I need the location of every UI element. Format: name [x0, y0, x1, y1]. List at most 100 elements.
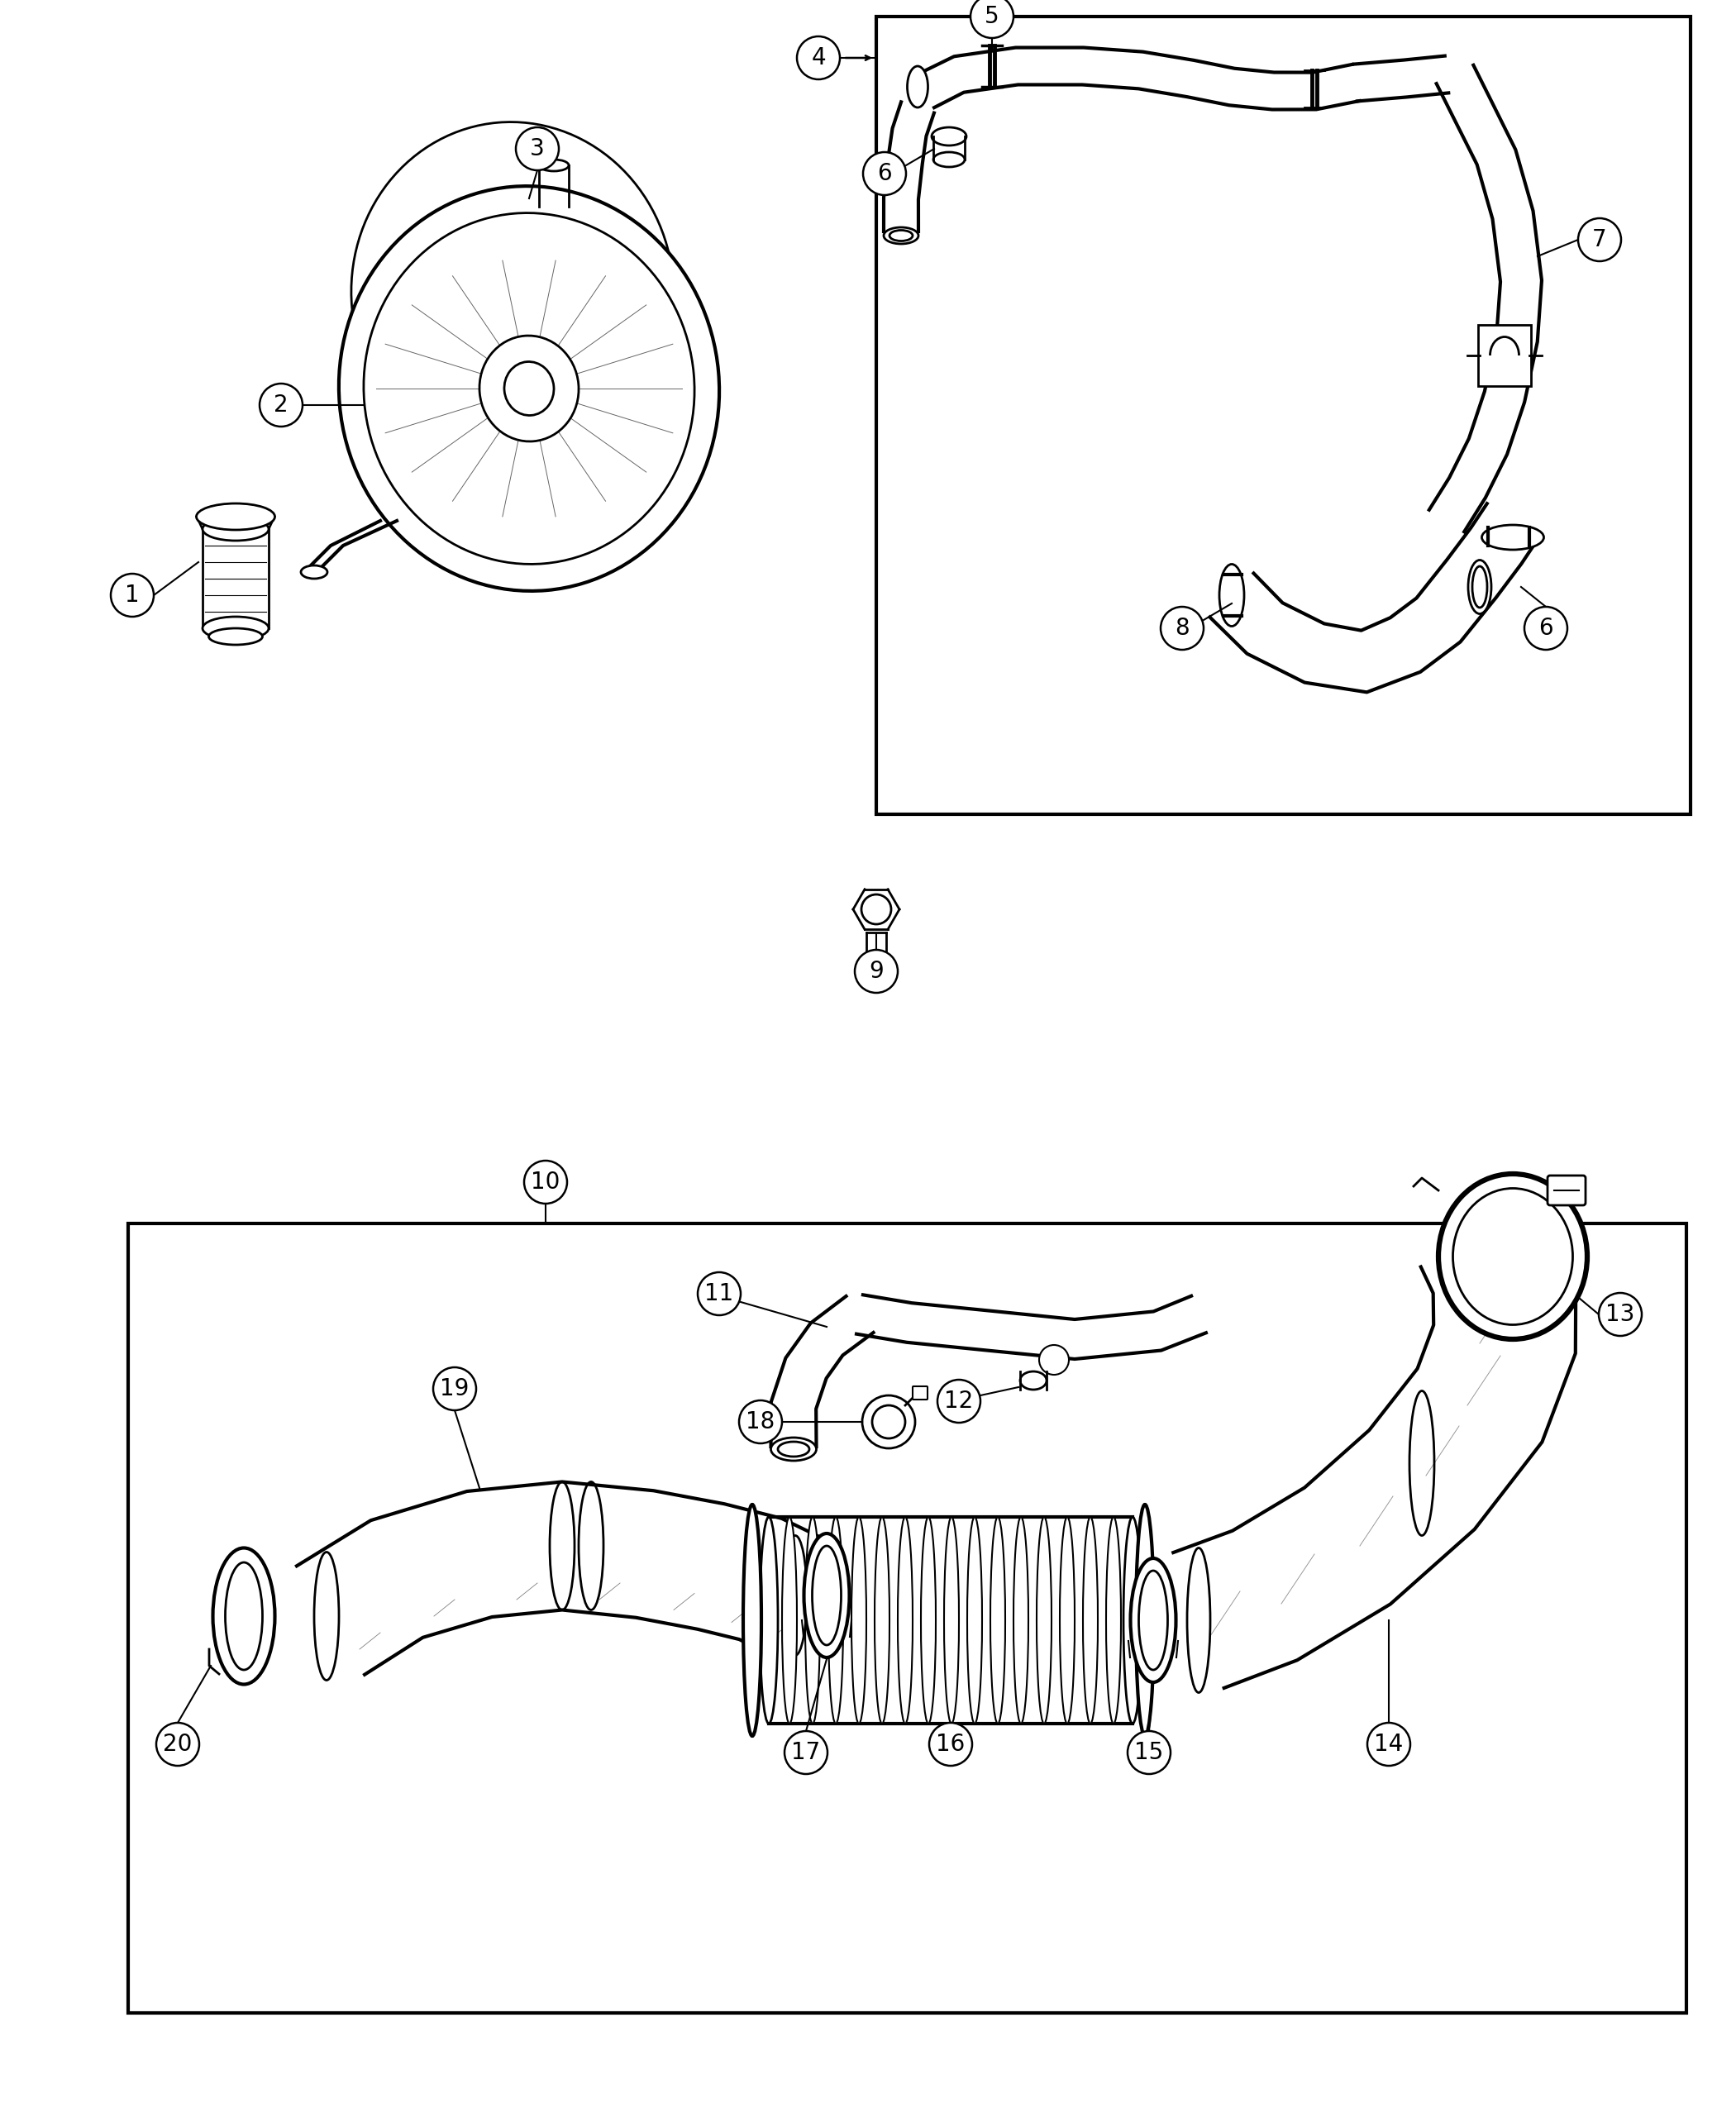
- Ellipse shape: [990, 1518, 1005, 1724]
- Ellipse shape: [1187, 1547, 1210, 1693]
- Text: 7: 7: [1592, 228, 1608, 251]
- Circle shape: [1578, 219, 1621, 261]
- Text: 12: 12: [944, 1389, 974, 1412]
- Text: 9: 9: [870, 959, 884, 982]
- Circle shape: [854, 951, 898, 993]
- Circle shape: [1161, 607, 1203, 649]
- Circle shape: [797, 36, 840, 80]
- Ellipse shape: [781, 1518, 797, 1724]
- Ellipse shape: [226, 1562, 262, 1670]
- Circle shape: [1128, 1731, 1170, 1775]
- Circle shape: [516, 126, 559, 171]
- Circle shape: [434, 1368, 476, 1410]
- Text: 20: 20: [163, 1733, 193, 1756]
- Circle shape: [740, 1400, 781, 1444]
- FancyBboxPatch shape: [1547, 1176, 1585, 1206]
- Ellipse shape: [196, 504, 274, 529]
- Ellipse shape: [300, 565, 328, 580]
- Circle shape: [1040, 1345, 1069, 1374]
- Ellipse shape: [1106, 1518, 1121, 1724]
- Ellipse shape: [932, 126, 967, 145]
- Circle shape: [156, 1722, 200, 1767]
- Ellipse shape: [479, 335, 578, 441]
- Ellipse shape: [1453, 1189, 1573, 1324]
- Ellipse shape: [1439, 1174, 1587, 1339]
- Ellipse shape: [920, 1518, 936, 1724]
- Text: 1: 1: [125, 584, 139, 607]
- Ellipse shape: [804, 1533, 849, 1657]
- Text: 16: 16: [936, 1733, 965, 1756]
- Ellipse shape: [363, 213, 694, 565]
- Ellipse shape: [1219, 565, 1245, 626]
- Text: 8: 8: [1175, 618, 1189, 641]
- Ellipse shape: [1483, 525, 1543, 550]
- Text: 2: 2: [274, 394, 288, 417]
- Ellipse shape: [778, 1442, 809, 1457]
- Ellipse shape: [503, 363, 554, 415]
- Ellipse shape: [812, 1545, 842, 1644]
- FancyBboxPatch shape: [1477, 325, 1531, 386]
- Text: 19: 19: [439, 1377, 469, 1400]
- Circle shape: [929, 1722, 972, 1767]
- Ellipse shape: [760, 1518, 778, 1724]
- Text: 3: 3: [529, 137, 545, 160]
- Circle shape: [1524, 607, 1568, 649]
- Ellipse shape: [203, 516, 269, 540]
- Ellipse shape: [851, 1518, 866, 1724]
- Bar: [128, 1223, 1686, 2013]
- Circle shape: [698, 1273, 741, 1315]
- Ellipse shape: [743, 1505, 762, 1737]
- Ellipse shape: [884, 228, 918, 245]
- Circle shape: [970, 0, 1014, 38]
- Circle shape: [871, 1406, 904, 1438]
- Ellipse shape: [1139, 1570, 1168, 1670]
- Ellipse shape: [889, 230, 913, 240]
- Ellipse shape: [214, 1547, 274, 1684]
- Text: 11: 11: [705, 1282, 734, 1305]
- Ellipse shape: [944, 1518, 958, 1724]
- Text: 18: 18: [746, 1410, 774, 1433]
- Circle shape: [524, 1162, 568, 1204]
- Text: 13: 13: [1606, 1303, 1635, 1326]
- Ellipse shape: [1472, 567, 1488, 607]
- Ellipse shape: [934, 152, 965, 167]
- Ellipse shape: [203, 618, 269, 641]
- Text: 6: 6: [1538, 618, 1554, 641]
- Text: 17: 17: [792, 1741, 821, 1764]
- Ellipse shape: [898, 1518, 913, 1724]
- Circle shape: [1368, 1722, 1410, 1767]
- Text: 5: 5: [984, 4, 1000, 27]
- Circle shape: [111, 573, 155, 618]
- Ellipse shape: [208, 628, 262, 645]
- Circle shape: [1599, 1292, 1642, 1336]
- Ellipse shape: [967, 1518, 983, 1724]
- Ellipse shape: [1014, 1518, 1028, 1724]
- Ellipse shape: [314, 1551, 339, 1680]
- Ellipse shape: [908, 65, 929, 108]
- Text: 15: 15: [1135, 1741, 1163, 1764]
- Ellipse shape: [875, 1518, 889, 1724]
- Circle shape: [785, 1731, 828, 1775]
- Ellipse shape: [538, 160, 569, 171]
- Ellipse shape: [351, 122, 674, 466]
- Circle shape: [937, 1381, 981, 1423]
- Circle shape: [863, 1395, 915, 1448]
- Ellipse shape: [806, 1518, 819, 1724]
- Ellipse shape: [1036, 1518, 1052, 1724]
- Ellipse shape: [1135, 1505, 1154, 1737]
- Bar: [877, 17, 1691, 814]
- Ellipse shape: [828, 1518, 844, 1724]
- Ellipse shape: [1469, 561, 1491, 613]
- Text: 6: 6: [877, 162, 892, 186]
- Ellipse shape: [1123, 1518, 1142, 1724]
- Ellipse shape: [771, 1438, 816, 1461]
- Ellipse shape: [1130, 1558, 1175, 1682]
- Circle shape: [861, 894, 891, 923]
- Ellipse shape: [1021, 1372, 1047, 1389]
- Text: 10: 10: [531, 1170, 561, 1193]
- Ellipse shape: [1083, 1518, 1097, 1724]
- Circle shape: [863, 152, 906, 196]
- Text: 4: 4: [811, 46, 826, 70]
- Text: 14: 14: [1375, 1733, 1403, 1756]
- Ellipse shape: [1059, 1518, 1075, 1724]
